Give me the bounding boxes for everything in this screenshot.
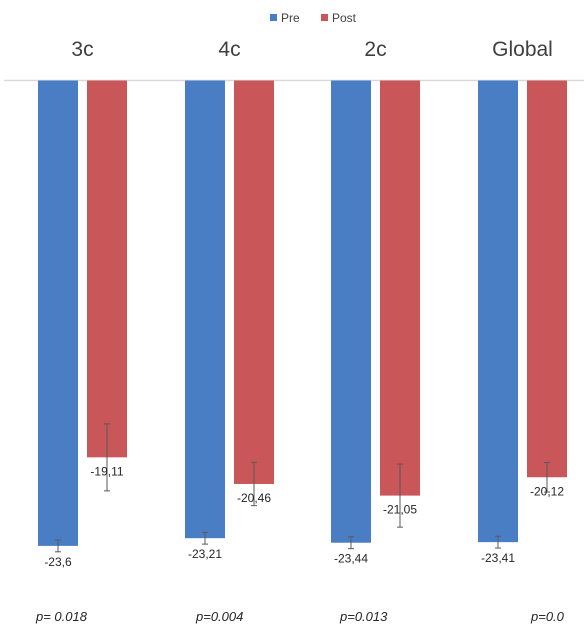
category-label: 4c [218, 38, 240, 61]
error-bar [348, 536, 354, 550]
legend-swatch-post [321, 14, 328, 21]
p-value-label: p=0.0 [530, 609, 565, 624]
error-bar [397, 463, 403, 528]
error-bars [55, 423, 550, 553]
bar-pre [478, 80, 518, 543]
error-bar [251, 461, 257, 507]
category-labels: 3c 4c 2c Global [71, 38, 552, 61]
legend-label-post: Post [332, 11, 357, 25]
error-bar [55, 539, 61, 553]
bar-pre [331, 80, 371, 543]
data-label: -19,11 [90, 464, 123, 478]
legend-label-pre: Pre [281, 11, 300, 25]
error-bar [495, 535, 501, 549]
data-label: -20,12 [530, 484, 564, 498]
error-bar [104, 423, 110, 492]
error-bar [544, 461, 550, 493]
p-value-label: p=0.004 [195, 609, 243, 624]
category-label: 2c [364, 38, 386, 61]
bar-pre [38, 80, 78, 546]
p-value-label: p= 0.018 [35, 609, 88, 624]
category-label: 3c [71, 38, 93, 61]
bar-marks [38, 80, 567, 546]
data-label: -21,05 [383, 503, 417, 517]
bar-post [234, 80, 274, 484]
p-value-labels: p= 0.018 p=0.004 p=0.013 p=0.0 [35, 609, 565, 624]
data-label: -20,46 [237, 491, 271, 505]
data-labels: -23,6 -23,21 -23,44 -23,41 -19,11 -20,46 -21,0… [44, 464, 564, 569]
category-label: Global [492, 38, 553, 61]
bar-post [87, 80, 127, 458]
data-label: -23,21 [188, 547, 222, 561]
data-label: -23,6 [44, 555, 72, 569]
legend-swatch-pre [270, 14, 277, 21]
data-label: -23,41 [481, 551, 515, 565]
chart-legend: Pre Post [270, 11, 357, 25]
data-label: -23,44 [334, 552, 368, 566]
p-value-label: p=0.013 [339, 609, 388, 624]
bar-post [380, 80, 420, 496]
error-bar [202, 531, 208, 545]
bar-post [527, 80, 567, 478]
bar-pre [185, 80, 225, 539]
